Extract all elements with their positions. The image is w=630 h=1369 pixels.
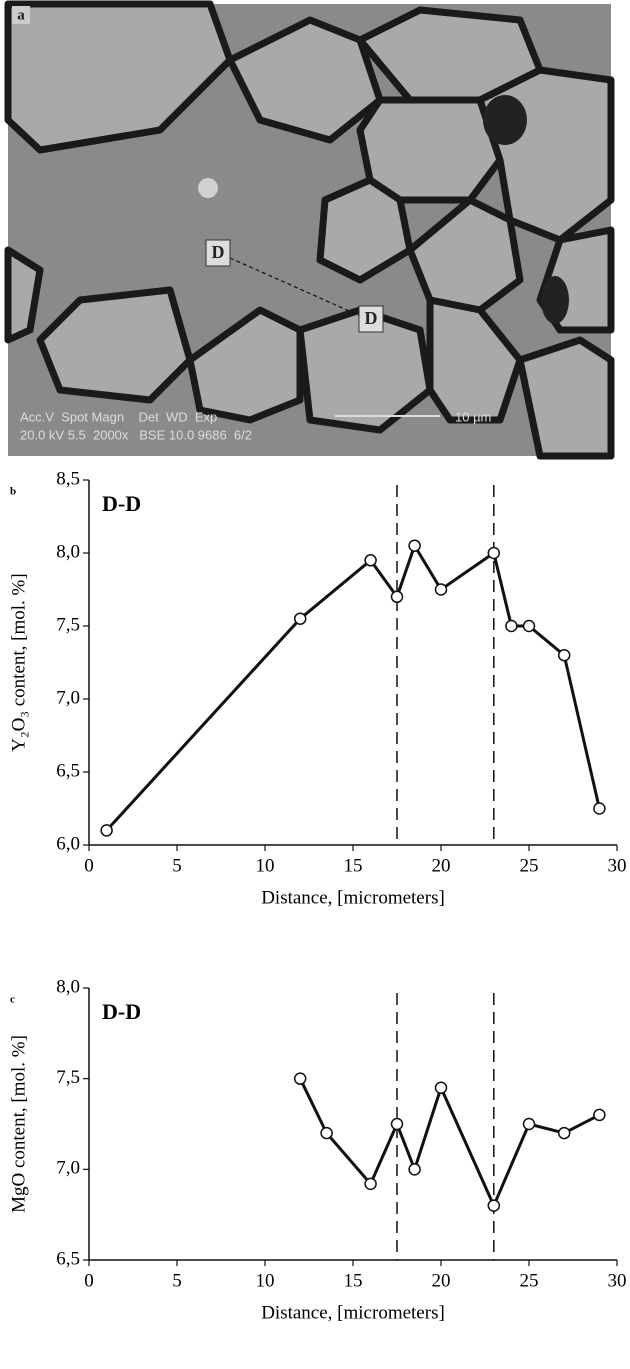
data-point xyxy=(505,619,518,633)
x-tick-label: 0 xyxy=(84,855,94,876)
y-axis-label: MgO content, [mol. %] xyxy=(8,1035,29,1213)
data-point xyxy=(593,802,606,815)
data-point xyxy=(390,1117,404,1131)
data-point xyxy=(320,1126,333,1140)
panel-label: b xyxy=(10,486,16,498)
y-tick-label: 7,5 xyxy=(56,1067,80,1088)
data-point xyxy=(434,583,448,596)
label-box xyxy=(12,6,30,24)
x-tick-label: 15 xyxy=(344,855,363,876)
x-tick-label: 10 xyxy=(256,1270,275,1291)
x-tick-label: 25 xyxy=(520,1270,539,1291)
data-point xyxy=(522,619,536,633)
marker-label: D xyxy=(365,308,378,328)
x-tick-label: 20 xyxy=(432,1270,451,1291)
data-point xyxy=(593,1108,606,1122)
data-line xyxy=(298,1078,601,1210)
y-tick-label: 6,5 xyxy=(56,760,80,781)
y-tick-label: 8,0 xyxy=(56,976,80,997)
y-tick-label: 8,0 xyxy=(56,541,80,562)
data-point xyxy=(408,539,421,552)
pore xyxy=(541,276,569,324)
panel-label: c xyxy=(10,994,15,1006)
pore xyxy=(483,95,527,145)
y-tick-label: 6,5 xyxy=(56,1248,80,1269)
data-point xyxy=(390,590,404,604)
scale-label: 10 µm xyxy=(455,409,491,424)
bright-spot xyxy=(198,178,218,198)
marker-box xyxy=(358,305,384,333)
y-tick-label: 7,0 xyxy=(56,1158,80,1179)
y-tick-label: 7,0 xyxy=(56,687,80,708)
data-point xyxy=(522,1117,536,1131)
info-text: Acc.V Spot Magn Det WD Exp xyxy=(20,409,217,424)
data-point xyxy=(487,1199,501,1212)
data-point xyxy=(293,1072,307,1085)
x-tick-label: 15 xyxy=(344,1270,363,1291)
info-text: 20.0 kV 5.5 2000x BSE 10.0 9686 6/2 xyxy=(20,427,252,442)
data-point xyxy=(434,1081,448,1094)
data-point xyxy=(487,546,501,560)
annotation: D-D xyxy=(102,999,141,1024)
panel-label: a xyxy=(17,7,25,23)
data-point xyxy=(408,1163,421,1176)
x-tick-label: 5 xyxy=(172,1270,182,1291)
x-tick-label: 30 xyxy=(608,855,627,876)
data-point xyxy=(293,612,307,625)
data-point xyxy=(364,1177,377,1191)
data-line xyxy=(105,542,601,832)
y-tick-label: 6,0 xyxy=(56,833,80,854)
data-point xyxy=(557,648,571,662)
x-tick-label: 25 xyxy=(520,855,539,876)
x-axis-label: Distance, [micrometers] xyxy=(261,1302,445,1323)
x-tick-label: 5 xyxy=(172,855,182,876)
profile-line xyxy=(229,257,366,319)
marker-box xyxy=(205,239,231,267)
x-axis-label: Distance, [micrometers] xyxy=(261,887,445,908)
y-axis-label: Y₂O₃ content, [mol. %] xyxy=(8,573,29,751)
data-point xyxy=(364,554,377,567)
y-tick-label: 8,5 xyxy=(56,468,80,489)
data-point xyxy=(557,1126,571,1140)
x-tick-label: 20 xyxy=(432,855,451,876)
x-tick-label: 0 xyxy=(84,1270,94,1291)
sem-image: a D D Acc.V Spot Magn Det WD Exp 20.0 kV… xyxy=(4,0,615,460)
marker-label: D xyxy=(212,242,225,262)
y-tick-label: 7,5 xyxy=(56,614,80,635)
x-tick-label: 10 xyxy=(256,855,275,876)
annotation: D-D xyxy=(102,491,141,516)
x-tick-label: 30 xyxy=(608,1270,627,1291)
data-point xyxy=(100,824,113,837)
